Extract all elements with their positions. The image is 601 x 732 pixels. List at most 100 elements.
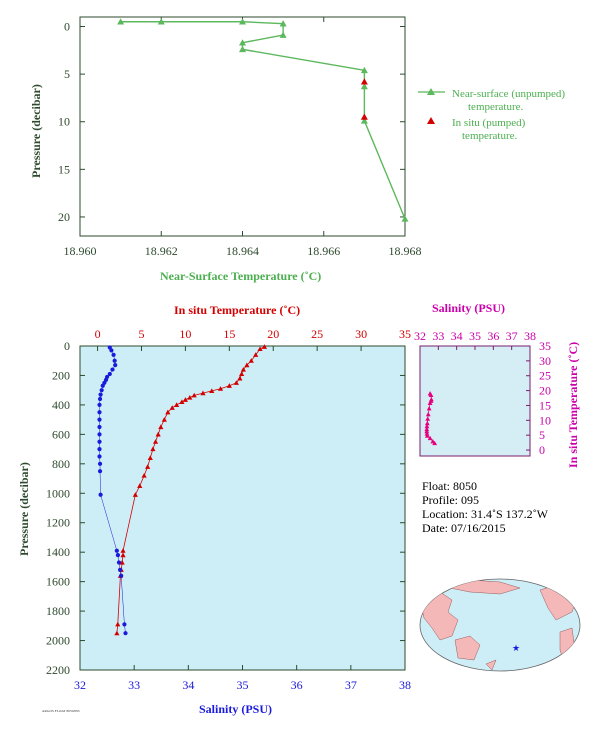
y-tick-label: 15	[58, 162, 70, 176]
ts-x-tick-label: 36	[487, 329, 499, 343]
salinity-point	[119, 573, 124, 578]
map-south-america	[559, 627, 576, 669]
profile-bottom-axis-label: Salinity (PSU)	[199, 702, 272, 716]
bottom-tick-label: 37	[345, 678, 357, 692]
profile-y-label: Pressure (decibar)	[17, 462, 31, 556]
profile-plot-area	[79, 345, 406, 671]
unpumped-point	[279, 31, 287, 38]
temperature-point	[165, 409, 171, 415]
temperature-point	[191, 392, 197, 398]
ts-plot-area	[419, 345, 531, 457]
temperature-point	[200, 390, 206, 396]
near-surface-y-label: Pressure (decibar)	[29, 84, 43, 178]
world-map: ★	[419, 578, 581, 672]
ts-point	[425, 416, 431, 421]
y-tick-label: 5	[64, 67, 70, 81]
pumped-point	[360, 78, 368, 85]
salinity-point	[116, 560, 122, 565]
salinity-point	[110, 367, 115, 372]
map-australia	[454, 635, 481, 661]
temperature-point	[187, 394, 193, 400]
y-tick-label: 1200	[46, 516, 70, 530]
ts-y-tick-label: 10	[539, 413, 551, 427]
salinity-point	[97, 454, 102, 459]
ts-point	[427, 435, 433, 441]
ts-y-tick-label: 35	[539, 339, 551, 353]
top-tick-label: 35	[399, 327, 411, 341]
ts-point	[424, 420, 430, 426]
temperature-point	[174, 402, 180, 407]
legend-unpumped-label: Near-surface (unpumped)	[452, 88, 565, 100]
salinity-point	[97, 469, 103, 474]
ts-y-label: In situ Temperature (˚C)	[566, 342, 580, 468]
unpumped-point	[239, 45, 246, 53]
temperature-point	[257, 346, 263, 352]
float-location-marker: ★	[512, 643, 520, 653]
salinity-point	[117, 567, 123, 572]
temperature-point	[137, 483, 143, 488]
ts-y-tick-label: 5	[539, 428, 545, 442]
y-tick-label: 1400	[46, 545, 70, 559]
bottom-tick-label: 35	[237, 678, 249, 692]
temperature-point	[152, 439, 159, 444]
y-tick-label: 1000	[46, 486, 70, 500]
x-tick-label: 18.964	[226, 244, 259, 258]
ts-point	[426, 406, 432, 411]
unpumped-point	[157, 18, 165, 25]
tiny-credit-text: ARGOS FLOAT 8050/095	[42, 709, 80, 713]
ts-y-tick-label: 25	[539, 369, 551, 383]
salinity-point	[98, 392, 103, 397]
legend-unpumped-label-2: temperature.	[468, 101, 524, 113]
salinity-point	[97, 402, 102, 408]
ts-point	[428, 392, 434, 397]
salinity-point	[111, 352, 116, 357]
profile-number: Profile: 095	[422, 493, 479, 507]
ts-y-tick-label: 15	[539, 398, 551, 412]
salinity-point	[97, 417, 102, 422]
salinity-point	[122, 622, 127, 627]
temperature-point	[226, 383, 232, 388]
y-tick-label: 1600	[46, 575, 70, 589]
salinity-point	[113, 363, 118, 368]
salinity-point	[114, 548, 119, 553]
ts-point	[424, 423, 430, 429]
y-tick-label: 600	[52, 427, 70, 441]
temperature-point	[115, 621, 121, 627]
temperature-point	[155, 431, 161, 437]
y-tick-label: 2000	[46, 634, 70, 648]
x-tick-label: 18.960	[64, 244, 97, 258]
density-isoline	[578, 442, 600, 496]
legend-pumped-marker	[427, 117, 435, 124]
y-tick-label: 200	[52, 368, 70, 382]
top-tick-label: 0	[95, 327, 101, 341]
map-asia	[420, 591, 459, 641]
ts-title: Salinity (PSU)	[432, 301, 505, 315]
salinity-point	[97, 446, 102, 452]
legend-pumped-label: In situ (pumped)	[452, 117, 526, 129]
x-tick-label: 18.968	[389, 244, 422, 258]
temperature-point	[161, 417, 167, 422]
salinity-point	[109, 348, 114, 353]
top-tick-label: 30	[355, 327, 367, 341]
salinity-point	[97, 432, 102, 437]
near-surface-x-label: Near-Surface Temperature (˚C)	[160, 269, 321, 283]
ts-point	[424, 431, 430, 436]
float-number: Float: 8050	[422, 479, 477, 493]
y-tick-label: 10	[58, 115, 70, 129]
x-tick-label: 18.962	[145, 244, 178, 258]
ts-y-tick-label: 30	[539, 354, 551, 368]
legend-unpumped-marker	[427, 88, 435, 95]
legend-pumped-label-2: temperature.	[462, 130, 518, 142]
ts-x-tick-label: 38	[524, 329, 536, 343]
temperature-point	[120, 548, 126, 553]
float-info: Float: 8050 Profile: 095 Location: 31.4˚…	[422, 479, 549, 535]
salinity-point	[97, 461, 103, 466]
temperature-point	[253, 352, 259, 357]
temperature-point	[233, 380, 239, 385]
salinity-point	[97, 424, 102, 430]
ts-x-tick-label: 37	[506, 329, 518, 343]
unpumped-point	[360, 83, 368, 90]
y-tick-label: 0	[64, 339, 70, 353]
ts-point	[427, 400, 433, 406]
bottom-tick-label: 38	[399, 678, 411, 692]
